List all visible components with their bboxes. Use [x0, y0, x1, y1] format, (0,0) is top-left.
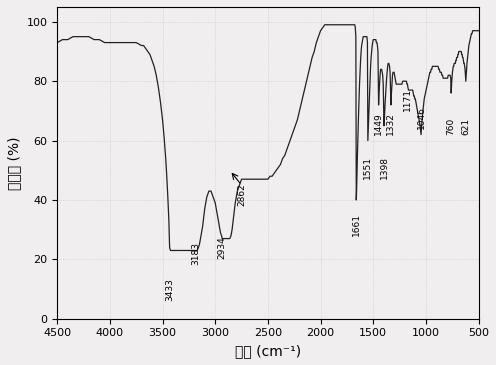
Text: 1046: 1046: [417, 106, 426, 129]
Text: 3183: 3183: [191, 242, 200, 265]
Text: 1661: 1661: [352, 213, 361, 236]
X-axis label: 波数 (cm⁻¹): 波数 (cm⁻¹): [235, 344, 301, 358]
Text: 1171: 1171: [403, 88, 412, 111]
Text: 760: 760: [447, 118, 456, 135]
Y-axis label: 透光率 (%): 透光率 (%): [7, 136, 21, 189]
Text: 2934: 2934: [218, 237, 227, 260]
Text: 1332: 1332: [386, 112, 395, 135]
Text: 1398: 1398: [379, 156, 388, 179]
Text: 3433: 3433: [165, 278, 174, 301]
Text: 1449: 1449: [374, 112, 383, 135]
Text: 2862: 2862: [237, 183, 246, 206]
Text: 1551: 1551: [364, 156, 372, 179]
Text: 621: 621: [461, 118, 470, 135]
